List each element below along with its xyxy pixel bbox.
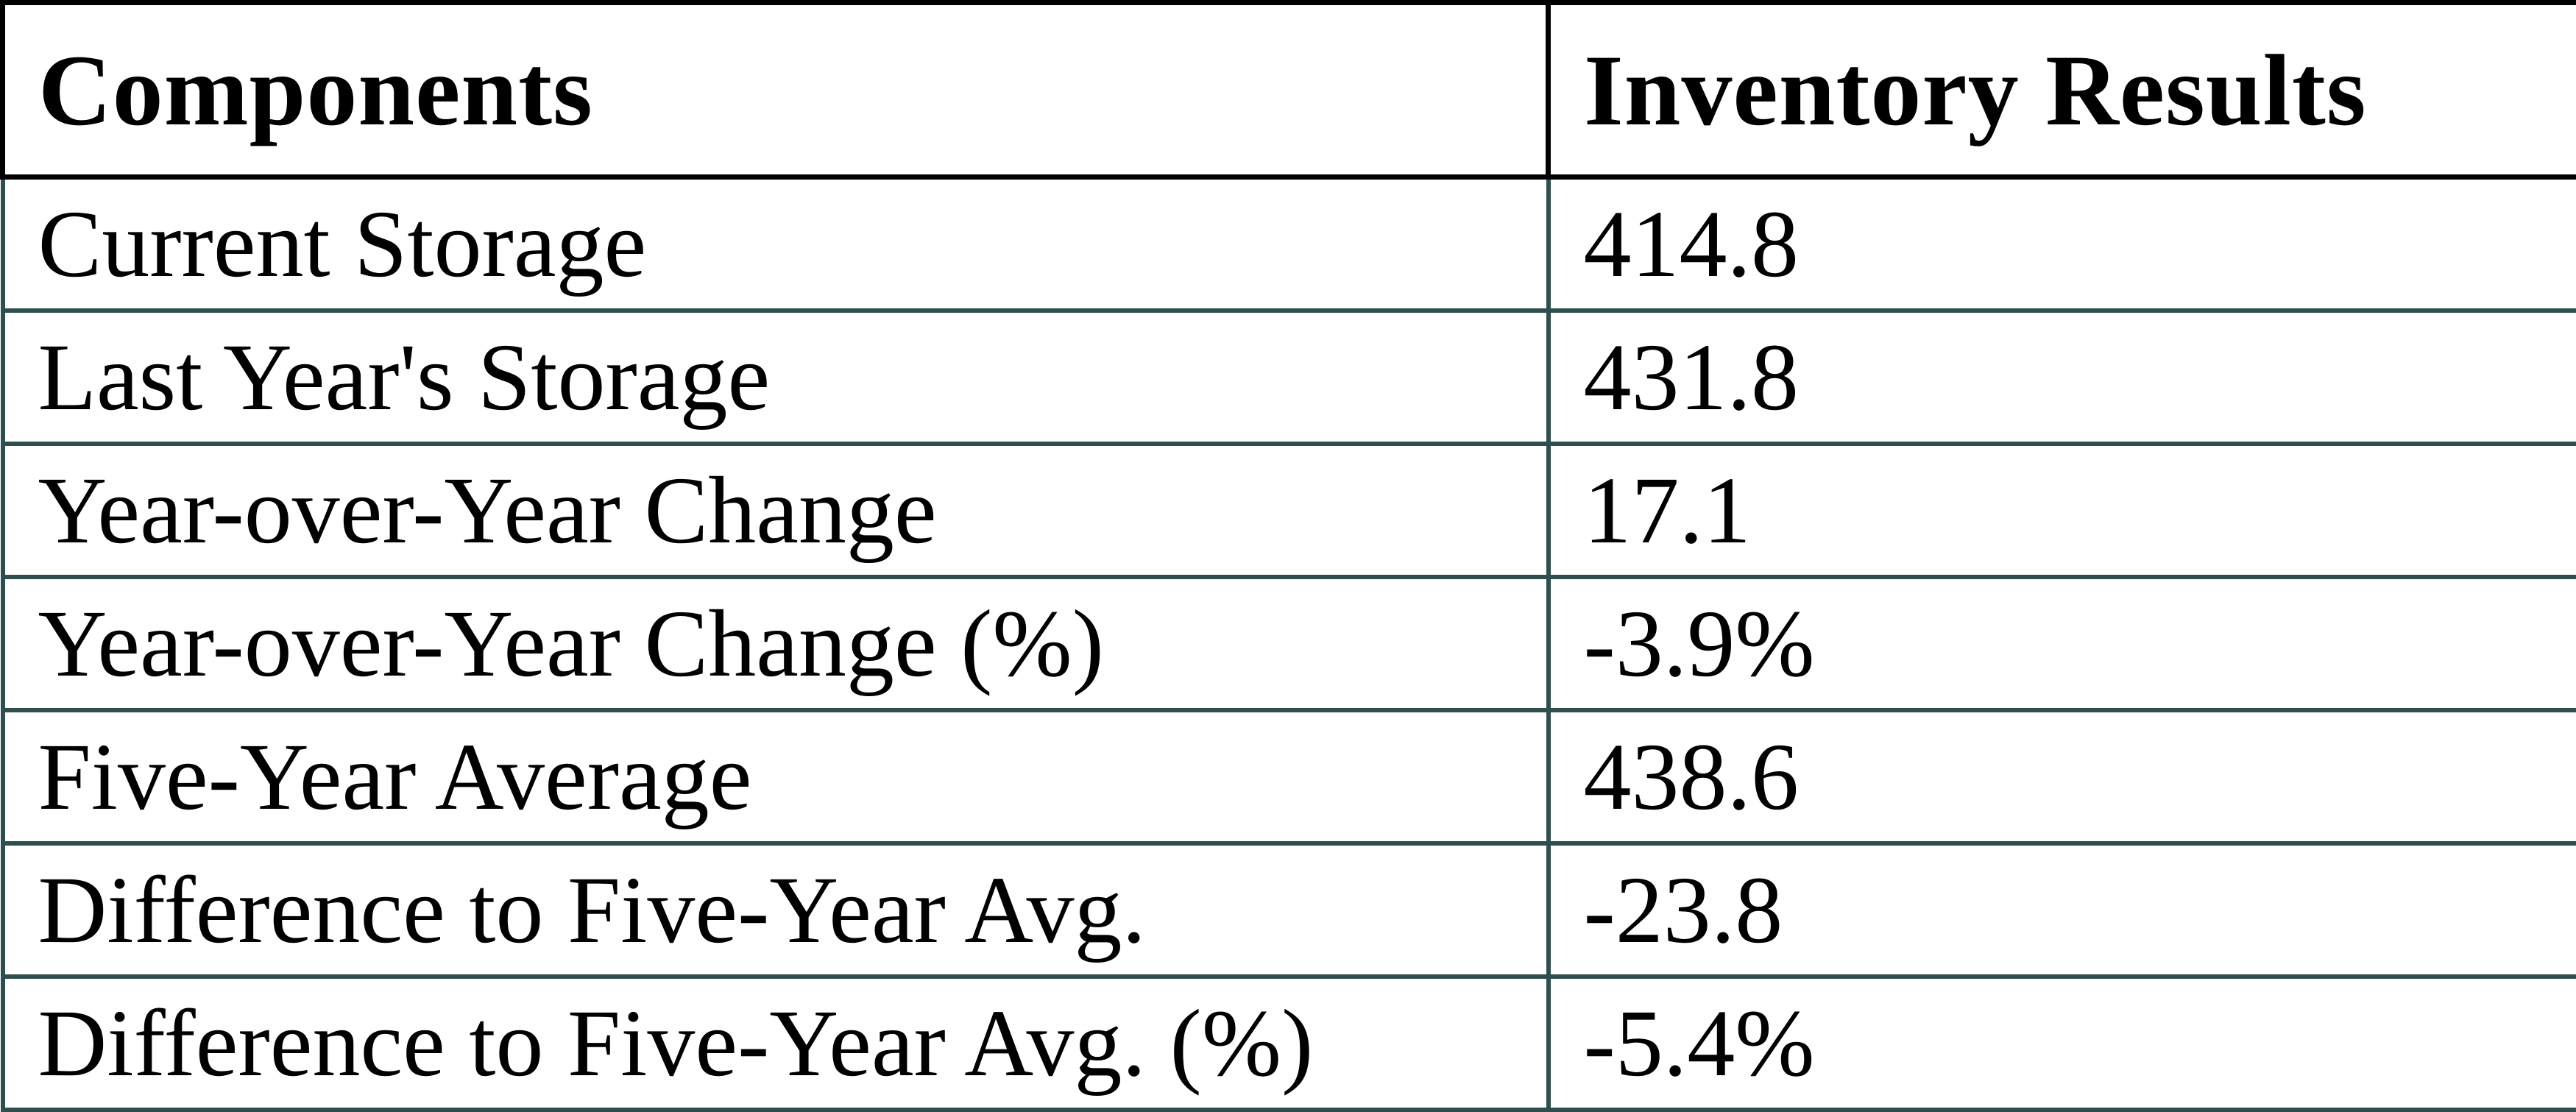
row-label-cell: Year-over-Year Change (%) bbox=[3, 577, 1549, 710]
table-row: Last Year's Storage 431.8 bbox=[3, 311, 2576, 444]
row-value-cell: 17.1 bbox=[1549, 444, 2576, 577]
table-row: Five-Year Average 438.6 bbox=[3, 710, 2576, 843]
row-value-cell: 414.8 bbox=[1549, 177, 2576, 311]
table-row: Difference to Five-Year Avg. -23.8 bbox=[3, 843, 2576, 977]
row-label-cell: Five-Year Average bbox=[3, 710, 1549, 843]
row-label-cell: Difference to Five-Year Avg. bbox=[3, 843, 1549, 977]
row-value-cell: -5.4% bbox=[1549, 977, 2576, 1110]
row-label-cell: Year-over-Year Change bbox=[3, 444, 1549, 577]
header-results-cell: Inventory Results bbox=[1549, 3, 2576, 177]
row-label-cell: Difference to Five-Year Avg. (%) bbox=[3, 977, 1549, 1110]
row-label-cell: Last Year's Storage bbox=[3, 311, 1549, 444]
row-label-cell: Current Storage bbox=[3, 177, 1549, 311]
row-value-cell: 431.8 bbox=[1549, 311, 2576, 444]
row-value-cell: -3.9% bbox=[1549, 577, 2576, 710]
table-row: Difference to Five-Year Avg. (%) -5.4% bbox=[3, 977, 2576, 1110]
row-value-cell: 438.6 bbox=[1549, 710, 2576, 843]
table-row: Current Storage 414.8 bbox=[3, 177, 2576, 311]
header-row: Components Inventory Results bbox=[3, 3, 2576, 177]
table-row: Year-over-Year Change (%) -3.9% bbox=[3, 577, 2576, 710]
header-components-cell: Components bbox=[3, 3, 1549, 177]
row-value-cell: -23.8 bbox=[1549, 843, 2576, 977]
table-row: Year-over-Year Change 17.1 bbox=[3, 444, 2576, 577]
